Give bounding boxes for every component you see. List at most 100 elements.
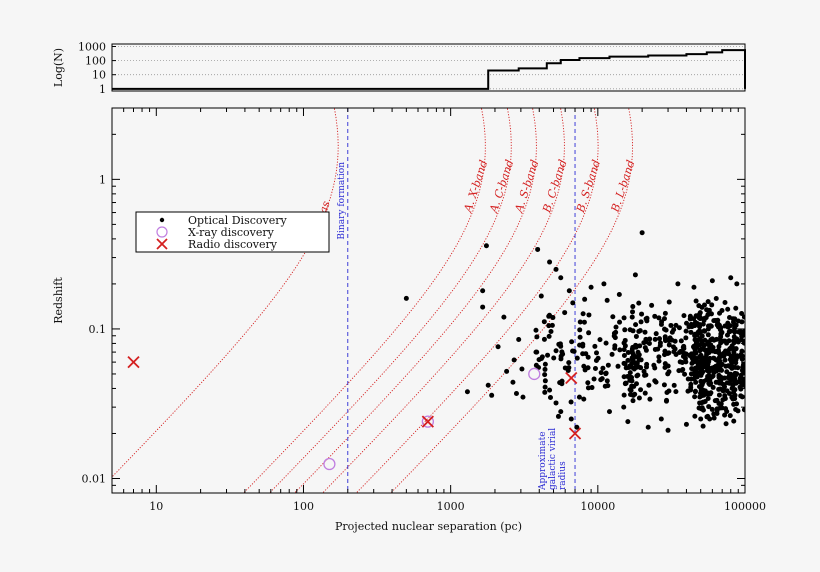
optical-point (566, 365, 572, 371)
optical-point (627, 370, 633, 376)
optical-point (464, 389, 470, 395)
histogram-step-line (112, 49, 746, 90)
optical-point (666, 350, 672, 356)
optical-point (621, 374, 627, 380)
histogram-y-tick-label: 10 (92, 69, 106, 82)
optical-point (547, 395, 553, 401)
resolution-curve-label: A. S-band (512, 158, 541, 215)
optical-point (675, 281, 681, 287)
optical-point (719, 329, 725, 335)
optical-point (581, 396, 587, 402)
optical-point (613, 324, 619, 330)
optical-point (725, 363, 731, 369)
optical-point (722, 412, 728, 418)
optical-point (653, 379, 659, 385)
optical-point (633, 342, 639, 348)
optical-point (697, 328, 703, 334)
optical-point (547, 387, 553, 393)
optical-point (705, 413, 711, 419)
optical-point (510, 379, 516, 385)
optical-point (683, 335, 689, 341)
optical-point (682, 355, 688, 361)
y-tick-label: 0.1 (89, 323, 107, 336)
legend-entry: X-ray discovery (156, 226, 275, 239)
optical-point (702, 355, 708, 361)
optical-point (709, 406, 715, 412)
optical-point (694, 370, 700, 376)
optical-point (702, 328, 708, 334)
resolution-curves (112, 108, 633, 493)
optical-point (673, 389, 679, 395)
optical-point (665, 427, 671, 433)
optical-point (574, 424, 580, 430)
optical-point (709, 374, 715, 380)
optical-point (711, 415, 717, 421)
optical-point (734, 353, 740, 359)
optical-point (726, 372, 732, 378)
optical-point (558, 409, 564, 415)
radio-point (421, 415, 434, 428)
optical-point (610, 314, 616, 320)
xray-point (323, 457, 336, 471)
optical-point (678, 338, 684, 344)
optical-point (581, 319, 587, 325)
optical-point (649, 302, 655, 308)
optical-point (693, 350, 699, 356)
optical-point (576, 394, 582, 400)
optical-point (582, 367, 588, 373)
optical-point (697, 314, 703, 320)
optical-point (713, 357, 719, 363)
y-tick-label: 1 (99, 173, 106, 186)
optical-point (622, 327, 628, 333)
optical-point (604, 297, 610, 303)
optical-point (656, 315, 662, 321)
optical-point (692, 333, 698, 339)
radio-point (568, 427, 582, 440)
optical-point (728, 359, 734, 365)
optical-point (582, 296, 588, 302)
optical-point (605, 383, 611, 389)
optical-point (625, 419, 631, 425)
optical-point (645, 424, 651, 430)
optical-point (636, 395, 642, 401)
x-tick-label: 1000 (437, 500, 465, 513)
xray-point (421, 415, 435, 428)
histogram-y-tick-label: 1000 (78, 40, 106, 53)
optical-point (692, 394, 698, 400)
histogram-y-tick-label: 100 (85, 55, 106, 68)
optical-point (666, 299, 672, 305)
optical-point (679, 359, 685, 365)
optical-point (702, 359, 708, 365)
optical-point (549, 322, 555, 328)
optical-point (701, 302, 707, 308)
optical-point (691, 343, 697, 349)
optical-point (725, 324, 731, 330)
optical-point (644, 315, 650, 321)
optical-point (617, 347, 623, 353)
optical-point (705, 299, 711, 305)
optical-point (562, 310, 568, 316)
optical-point (719, 361, 725, 367)
optical-point (706, 366, 712, 372)
optical-point (548, 328, 554, 334)
optical-point (566, 288, 572, 294)
optical-point (623, 365, 629, 371)
optical-point (732, 316, 738, 322)
optical-point (715, 317, 721, 323)
optical-point (734, 281, 740, 287)
optical-point (717, 337, 723, 343)
optical-point (513, 391, 519, 397)
optical-point (740, 329, 745, 335)
optical-point (636, 300, 642, 306)
optical-point (707, 323, 713, 329)
optical-point (637, 343, 643, 349)
optical-point (688, 329, 694, 335)
optical-point (585, 380, 591, 386)
resolution-curve (268, 108, 512, 493)
optical-point (666, 388, 672, 394)
optical-point (705, 373, 711, 379)
optical-point (656, 358, 662, 364)
optical-point (631, 383, 637, 389)
